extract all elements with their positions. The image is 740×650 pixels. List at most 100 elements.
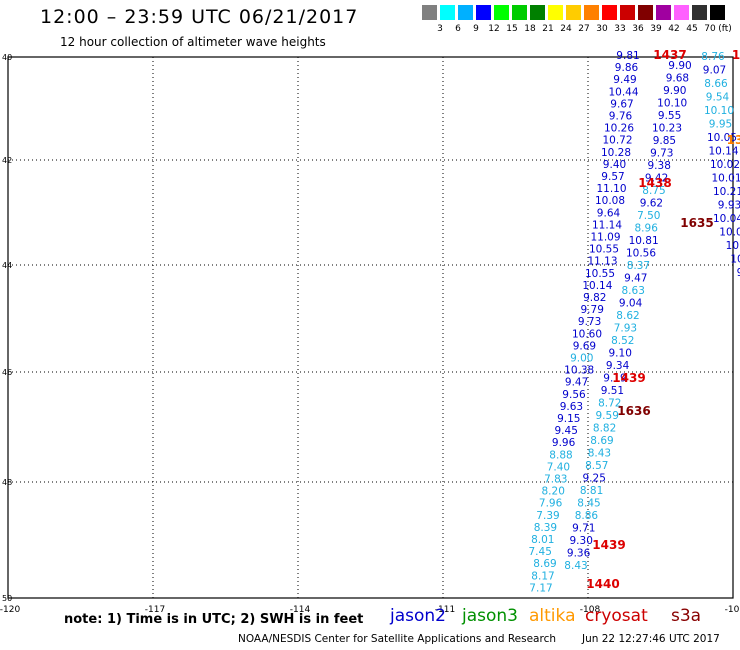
swh-reading: 9.10 bbox=[609, 348, 632, 360]
legend-label: 39 bbox=[650, 24, 662, 34]
swh-reading: 9.76 bbox=[609, 111, 633, 123]
satellite-cryosat: cryosat bbox=[585, 606, 648, 626]
pass-time-label: 1438 bbox=[638, 176, 671, 190]
swh-reading: 10.44 bbox=[608, 86, 638, 98]
legend-swatch bbox=[458, 5, 473, 20]
longitude-label: -114 bbox=[290, 605, 311, 615]
swh-reading: 9.73 bbox=[578, 316, 601, 328]
map-frame bbox=[7, 56, 734, 599]
legend-swatch bbox=[602, 5, 617, 20]
swh-reading: 9.79 bbox=[581, 304, 604, 316]
credit-line: NOAA/NESDIS Center for Satellite Applica… bbox=[238, 633, 556, 645]
swh-reading: 9.00 bbox=[570, 353, 593, 365]
swh-reading: 9.90 bbox=[663, 85, 686, 97]
swh-reading: 9.36 bbox=[567, 548, 591, 560]
swh-reading: 8.72 bbox=[598, 398, 621, 410]
legend-swatch bbox=[710, 5, 725, 20]
swh-reading: 7.96 bbox=[539, 498, 563, 510]
legend-label: 45 bbox=[686, 24, 698, 34]
pass-time-label: 1635 bbox=[680, 216, 713, 230]
swh-reading: 8.88 bbox=[549, 449, 572, 461]
swh-reading: 9.96 bbox=[552, 437, 576, 449]
swh-reading: 8.86 bbox=[575, 510, 599, 522]
legend-swatch bbox=[512, 5, 527, 20]
legend-swatch bbox=[584, 5, 599, 20]
swh-reading: 9.25 bbox=[583, 473, 606, 485]
swh-reading: 10.0 bbox=[719, 227, 740, 239]
swh-reading: 10.81 bbox=[629, 235, 659, 247]
swh-reading: 8.57 bbox=[585, 460, 608, 472]
longitude-label: -120 bbox=[0, 605, 20, 615]
swh-reading: 10.55 bbox=[585, 268, 615, 280]
swh-reading: 9.34 bbox=[606, 360, 630, 372]
satellite-altika: altika bbox=[529, 606, 576, 626]
legend-swatch bbox=[530, 5, 545, 20]
swh-reading: 8.20 bbox=[542, 486, 565, 498]
swh-reading: 10. bbox=[726, 240, 740, 252]
satellite-jason2: jason2 bbox=[390, 606, 446, 626]
swh-reading: 10.28 bbox=[601, 147, 631, 159]
pass-time-label: 1 bbox=[732, 48, 740, 62]
legend-label: 18 bbox=[524, 24, 536, 34]
swh-reading: 9.07 bbox=[703, 65, 726, 77]
legend-label: 12 bbox=[488, 24, 500, 34]
swh-reading: 8.66 bbox=[704, 78, 728, 90]
swh-reading: 9.67 bbox=[610, 98, 633, 110]
swh-reading: 10.02 bbox=[710, 159, 740, 171]
legend-label: 15 bbox=[506, 24, 518, 34]
swh-reading: 9.04 bbox=[619, 298, 643, 310]
axis-tick-labels: -120 -117 -114 -111 -108 -10 40 42 44 46 48 50 bbox=[0, 53, 740, 615]
pass-time-label: 1439 bbox=[612, 371, 645, 385]
swh-reading: 7.17 bbox=[529, 582, 552, 594]
swh-reading: 9.40 bbox=[603, 159, 626, 171]
swh-reading: 10.01 bbox=[711, 173, 740, 185]
swh-reading: 7.83 bbox=[544, 474, 567, 486]
pass-time-label: 1437 bbox=[653, 48, 686, 62]
legend-label: 24 bbox=[560, 24, 572, 34]
swh-reading: 8.62 bbox=[616, 310, 639, 322]
swh-reading: 8.69 bbox=[533, 558, 556, 570]
swh-reading: 8.75 bbox=[642, 185, 665, 197]
swh-reading: 8.43 bbox=[588, 448, 611, 460]
swh-reading: 9.19 bbox=[603, 373, 626, 385]
swh-reading: 9.47 bbox=[624, 273, 647, 285]
swh-reading: 9.56 bbox=[562, 389, 586, 401]
swh-reading: 8.01 bbox=[531, 534, 554, 546]
longitude-label: -111 bbox=[435, 605, 455, 615]
generated-timestamp: Jun 22 12:27:46 UTC 2017 bbox=[582, 633, 720, 645]
swh-reading: 10.56 bbox=[626, 248, 656, 260]
latitude-label: 46 bbox=[2, 368, 12, 377]
swh-reading: 9.85 bbox=[653, 135, 676, 147]
swh-reading: 9.42 bbox=[645, 173, 668, 185]
swh-reading: 7.93 bbox=[614, 323, 637, 335]
swh-reading: 9.95 bbox=[709, 119, 732, 131]
swh-reading: 9.73 bbox=[650, 148, 673, 160]
legend-label: 6 bbox=[455, 24, 461, 34]
legend-label: 27 bbox=[578, 24, 590, 34]
swh-reading: 10.60 bbox=[572, 328, 602, 340]
swh-reading: 9.57 bbox=[601, 171, 624, 183]
legend-swatch bbox=[566, 5, 581, 20]
swh-reading: 10.14 bbox=[708, 146, 738, 158]
swh-reading: 9.47 bbox=[565, 377, 588, 389]
legend-swatch bbox=[692, 5, 707, 20]
swh-reading: 7.45 bbox=[529, 546, 552, 558]
swh-reading: 9.64 bbox=[597, 207, 621, 219]
legend-swatch bbox=[638, 5, 653, 20]
swh-reading: 9.71 bbox=[572, 523, 595, 535]
pass-time-label: 1636 bbox=[617, 404, 650, 418]
legend-swatch bbox=[548, 5, 563, 20]
legend-swatch bbox=[440, 5, 455, 20]
swh-reading: 9.82 bbox=[583, 292, 606, 304]
pass-time-label: 1440 bbox=[586, 577, 619, 591]
swh-reading: 10.08 bbox=[595, 195, 625, 207]
swh-reading: 8.17 bbox=[531, 570, 554, 582]
swh-reading: 9.38 bbox=[648, 160, 671, 172]
page-title: 12:00 – 23:59 UTC 06/21/2017 bbox=[40, 6, 359, 28]
altimeter-track: 9.819.869.4910.449.679.7610.2610.7210.28… bbox=[529, 48, 740, 594]
legend-label: 36 bbox=[632, 24, 644, 34]
swh-reading: 10.10 bbox=[704, 105, 734, 117]
longitude-label: -108 bbox=[580, 605, 601, 615]
swh-reading: 7.39 bbox=[536, 510, 559, 522]
legend-swatch bbox=[656, 5, 671, 20]
